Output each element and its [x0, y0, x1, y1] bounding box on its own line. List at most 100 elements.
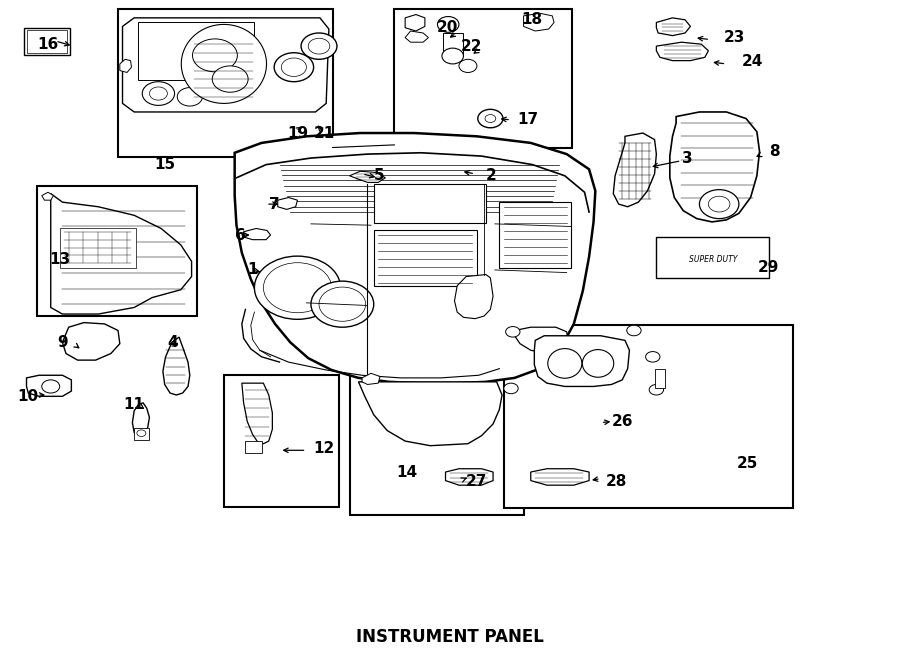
- Text: 6: 6: [235, 227, 246, 243]
- Polygon shape: [120, 59, 131, 73]
- Bar: [118, 9, 333, 157]
- Circle shape: [504, 383, 518, 394]
- Polygon shape: [122, 18, 328, 112]
- Text: 16: 16: [37, 36, 58, 52]
- Circle shape: [212, 66, 248, 93]
- Text: 18: 18: [522, 13, 543, 27]
- Circle shape: [485, 114, 496, 122]
- Circle shape: [302, 33, 337, 59]
- Text: 19: 19: [287, 126, 308, 141]
- Text: 23: 23: [724, 30, 745, 45]
- Text: 3: 3: [682, 151, 693, 165]
- Text: 27: 27: [466, 475, 488, 489]
- Circle shape: [149, 87, 167, 100]
- Bar: [138, 22, 255, 81]
- Text: 8: 8: [770, 144, 780, 159]
- Polygon shape: [656, 42, 708, 61]
- Circle shape: [41, 380, 59, 393]
- Circle shape: [142, 82, 175, 105]
- Bar: [394, 9, 572, 147]
- Polygon shape: [278, 198, 298, 210]
- Text: 25: 25: [737, 456, 759, 471]
- Circle shape: [274, 53, 313, 82]
- Polygon shape: [405, 31, 428, 42]
- Bar: [374, 184, 486, 223]
- Bar: [374, 231, 477, 286]
- Polygon shape: [446, 469, 493, 485]
- Polygon shape: [535, 336, 629, 387]
- Text: 5: 5: [374, 169, 384, 183]
- Circle shape: [255, 256, 340, 319]
- Bar: [37, 186, 197, 316]
- Polygon shape: [613, 133, 656, 207]
- Bar: [23, 28, 70, 56]
- Polygon shape: [358, 382, 502, 446]
- Bar: [134, 428, 148, 440]
- Text: 24: 24: [742, 54, 763, 69]
- Polygon shape: [515, 327, 569, 354]
- Text: SUPER DUTY: SUPER DUTY: [688, 255, 737, 264]
- Polygon shape: [656, 18, 690, 36]
- Text: 21: 21: [314, 126, 335, 141]
- Text: 22: 22: [461, 38, 482, 54]
- Polygon shape: [235, 133, 596, 383]
- Ellipse shape: [548, 348, 582, 378]
- Polygon shape: [26, 375, 71, 397]
- Circle shape: [282, 58, 306, 77]
- Polygon shape: [132, 403, 149, 436]
- Bar: [26, 30, 67, 53]
- Polygon shape: [524, 13, 554, 31]
- Bar: [656, 237, 769, 278]
- Polygon shape: [163, 337, 190, 395]
- Bar: [504, 325, 793, 508]
- Text: 20: 20: [436, 20, 458, 35]
- Circle shape: [708, 196, 730, 212]
- Polygon shape: [531, 469, 590, 485]
- Text: 26: 26: [611, 414, 633, 429]
- Circle shape: [442, 48, 464, 64]
- Circle shape: [626, 325, 641, 336]
- Polygon shape: [670, 112, 760, 222]
- Circle shape: [193, 39, 238, 72]
- Text: 28: 28: [606, 475, 626, 489]
- Text: 4: 4: [167, 335, 178, 350]
- Text: 1: 1: [248, 262, 257, 278]
- Polygon shape: [244, 229, 271, 240]
- Polygon shape: [62, 323, 120, 360]
- Text: INSTRUMENT PANEL: INSTRUMENT PANEL: [356, 627, 544, 646]
- Text: 7: 7: [269, 196, 279, 212]
- Text: 29: 29: [758, 260, 779, 276]
- Polygon shape: [405, 15, 425, 31]
- Ellipse shape: [181, 24, 266, 103]
- Polygon shape: [362, 373, 380, 385]
- Circle shape: [506, 327, 520, 337]
- Polygon shape: [454, 274, 493, 319]
- Circle shape: [699, 190, 739, 219]
- Circle shape: [137, 430, 146, 436]
- Bar: [224, 375, 338, 507]
- Circle shape: [308, 38, 329, 54]
- Circle shape: [645, 352, 660, 362]
- Bar: [500, 202, 572, 268]
- Bar: [349, 375, 525, 515]
- Polygon shape: [349, 171, 385, 182]
- Circle shape: [177, 88, 202, 106]
- Polygon shape: [242, 383, 273, 444]
- Circle shape: [264, 262, 331, 313]
- Circle shape: [319, 287, 365, 321]
- Bar: [443, 33, 463, 56]
- Ellipse shape: [582, 350, 614, 377]
- Circle shape: [437, 17, 459, 32]
- Polygon shape: [50, 194, 192, 314]
- Circle shape: [459, 59, 477, 73]
- Circle shape: [649, 385, 663, 395]
- Text: 10: 10: [18, 389, 39, 404]
- Bar: [246, 441, 262, 453]
- Text: 17: 17: [518, 112, 538, 128]
- Text: 14: 14: [396, 465, 418, 479]
- Text: 2: 2: [486, 169, 497, 183]
- Text: 12: 12: [313, 442, 335, 457]
- Text: 15: 15: [154, 157, 175, 172]
- Polygon shape: [41, 192, 53, 200]
- Text: 13: 13: [50, 252, 70, 267]
